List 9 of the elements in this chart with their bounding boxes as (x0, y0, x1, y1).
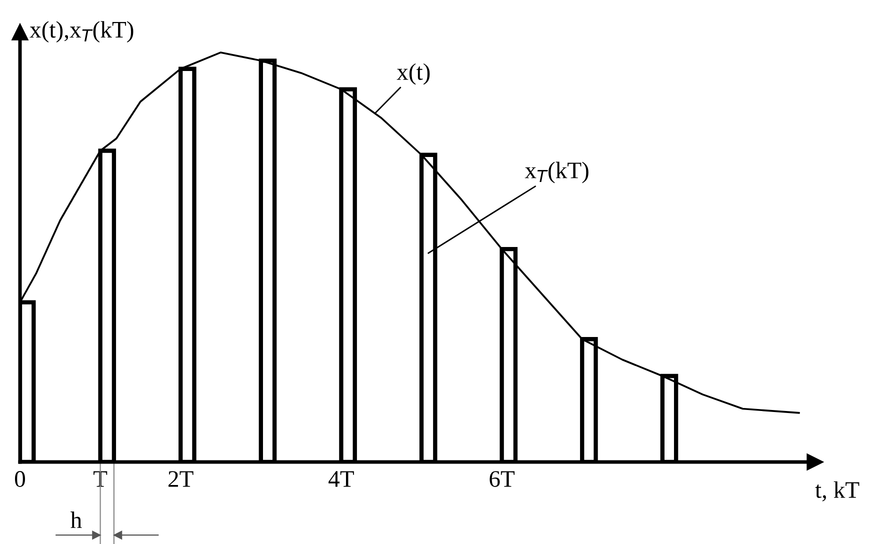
x-tick-label: 2T (168, 471, 194, 487)
x-tick-label: 4T (328, 471, 354, 487)
text: h (70, 512, 82, 528)
x-axis-title: t, kT (815, 481, 860, 502)
x-tick-label: 6T (490, 471, 515, 487)
y-axis-title: x(t),x$_{T}$(kT) (30, 21, 134, 43)
series-label: x(t) (396, 63, 430, 85)
x-tick-label: 0 (14, 471, 26, 487)
text: x$_{T}$(kT) (524, 162, 588, 184)
